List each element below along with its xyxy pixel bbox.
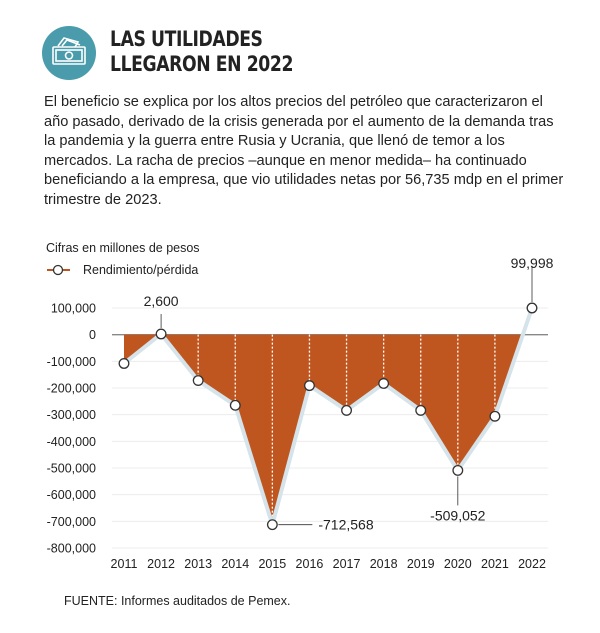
y-tick-label: -600,000 <box>47 488 96 502</box>
chart-subtitle: Cifras en millones de pesos <box>46 241 200 255</box>
chart-title: LAS UTILIDADES LLEGARON EN 2022 <box>110 27 293 77</box>
x-tick-label: 2020 <box>444 557 472 571</box>
data-point <box>489 410 501 422</box>
data-point <box>229 399 241 411</box>
x-tick-label: 2012 <box>147 557 175 571</box>
money-bills-icon <box>42 26 96 80</box>
data-label: -712,568 <box>318 517 373 533</box>
data-point <box>155 328 167 340</box>
data-point <box>304 380 315 392</box>
data-point <box>266 519 278 531</box>
legend-marker <box>52 264 64 276</box>
title-line-1: LAS UTILIDADES <box>110 27 263 51</box>
x-tick-label: 2021 <box>481 557 509 571</box>
y-tick-label: -700,000 <box>47 515 96 529</box>
intro-paragraph: El beneficio se explica por los altos pr… <box>44 94 564 208</box>
series-line <box>122 307 534 527</box>
title-line-2: LLEGARON EN 2022 <box>110 52 294 76</box>
data-label: 99,998 <box>511 255 554 271</box>
area-fill <box>124 334 523 525</box>
y-tick-label: -200,000 <box>47 382 96 396</box>
x-tick-label: 2015 <box>258 557 286 571</box>
x-tick-label: 2016 <box>296 557 324 571</box>
data-point <box>452 464 464 476</box>
x-tick-label: 2018 <box>370 557 398 571</box>
legend: Rendimiento/pérdida <box>47 263 198 277</box>
x-tick-label: 2017 <box>333 557 361 571</box>
y-tick-label: -800,000 <box>47 542 96 556</box>
y-tick-label: -400,000 <box>47 435 96 449</box>
y-tick-label: -300,000 <box>47 408 96 422</box>
data-point <box>378 378 390 389</box>
data-point <box>341 404 352 416</box>
data-point <box>415 404 427 416</box>
data-point <box>118 358 130 369</box>
x-tick-label: 2011 <box>111 557 138 571</box>
x-tick-label: 2014 <box>221 557 249 571</box>
x-tick-label: 2022 <box>518 557 546 571</box>
data-point <box>526 302 538 314</box>
data-label: 2,600 <box>144 293 179 309</box>
data-point <box>192 375 204 386</box>
source-note: FUENTE: Informes auditados de Pemex. <box>64 594 291 608</box>
legend-label: Rendimiento/pérdida <box>83 263 198 277</box>
y-tick-label: -500,000 <box>47 462 96 476</box>
y-tick-label: -100,000 <box>47 355 96 369</box>
y-tick-label: 100,000 <box>51 302 96 316</box>
x-tick-label: 2019 <box>407 557 435 571</box>
y-tick-label: 0 <box>89 328 96 342</box>
data-label: -509,052 <box>430 507 485 523</box>
x-tick-label: 2013 <box>184 557 212 571</box>
